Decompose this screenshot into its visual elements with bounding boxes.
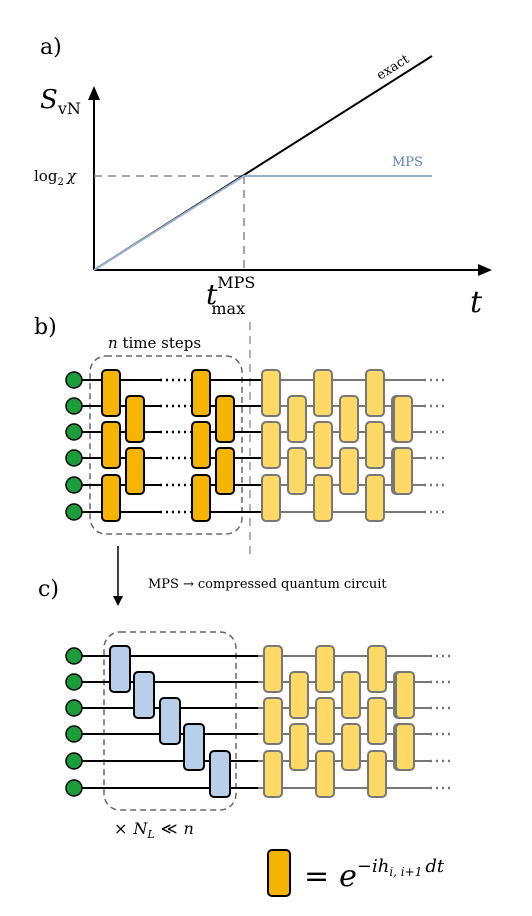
gate-light: [263, 697, 283, 745]
gate-light: [367, 750, 387, 798]
gate-light: [341, 723, 361, 771]
gate-dark: [101, 474, 121, 522]
gate-dark: [191, 369, 211, 417]
mps-label: MPS: [392, 155, 423, 170]
legend-equation: = e−ihi, i+1 dt: [304, 856, 445, 894]
gate-light: [367, 697, 387, 745]
gate-light: [341, 671, 361, 719]
qubit-dot: [65, 779, 83, 797]
gate-blue: [159, 697, 181, 745]
gate-light: [315, 645, 335, 693]
gate-light: [367, 645, 387, 693]
gate-light: [339, 447, 359, 495]
qubit-dot: [65, 449, 83, 467]
gate-light: [263, 645, 283, 693]
nl-label: × NL ≪ n: [114, 819, 194, 841]
tmax-label: tMPS max: [206, 273, 255, 318]
gate-light: [393, 395, 413, 443]
gate-dark: [101, 369, 121, 417]
gate-light: [313, 369, 333, 417]
panel-b-label: b): [34, 315, 57, 340]
gate-light: [263, 750, 283, 798]
qubit-dot: [65, 476, 83, 494]
gate-light: [313, 474, 333, 522]
gate-light: [261, 474, 281, 522]
x-axis-arrow: [478, 264, 492, 276]
y-axis-arrow: [88, 86, 100, 100]
qubit-dot: [65, 423, 83, 441]
panel-a-label: a): [40, 35, 62, 60]
log-chi-label: log2 χ: [34, 167, 77, 188]
gate-light: [365, 369, 385, 417]
gate-blue: [109, 645, 131, 693]
gate-blue: [183, 723, 205, 771]
plot-axes: [88, 86, 492, 276]
gate-dark: [125, 395, 145, 443]
gate-light: [289, 723, 309, 771]
gate-light: [287, 395, 307, 443]
gate-light: [261, 421, 281, 469]
mps-line: [93, 175, 432, 271]
gate-light: [395, 723, 415, 771]
legend-gate: [267, 849, 291, 897]
qubit-dot: [65, 699, 83, 717]
gate-light: [339, 395, 359, 443]
qubit-dot: [65, 725, 83, 743]
time-steps-box: [89, 355, 243, 535]
gate-light: [395, 671, 415, 719]
exact-label: exact: [374, 52, 413, 84]
gate-light: [287, 447, 307, 495]
panel-c-label: c): [38, 577, 59, 602]
gate-light: [393, 447, 413, 495]
gate-light: [365, 421, 385, 469]
gate-blue: [209, 750, 231, 798]
qubit-dot: [65, 752, 83, 770]
compression-caption: MPS → compressed quantum circuit: [148, 577, 387, 592]
gate-light: [315, 697, 335, 745]
gate-light: [261, 369, 281, 417]
gate-dark: [125, 447, 145, 495]
gate-dark: [101, 421, 121, 469]
nl-box: [103, 631, 237, 811]
gate-light: [365, 474, 385, 522]
qubit-dot: [65, 647, 83, 665]
circuit-b: [65, 355, 446, 535]
gate-light: [289, 671, 309, 719]
qubit-dot: [65, 503, 83, 521]
qubit-dot: [65, 397, 83, 415]
gate-dark: [215, 395, 235, 443]
y-axis-label: SvN: [40, 85, 81, 118]
time-steps-label: n time steps: [108, 334, 201, 352]
compression-arrow-head: [113, 596, 123, 606]
x-axis-label: t: [470, 285, 483, 320]
circuit-c: [65, 631, 452, 811]
gate-dark: [215, 447, 235, 495]
gate-light: [313, 421, 333, 469]
qubit-dot: [65, 673, 83, 691]
gate-light: [315, 750, 335, 798]
gate-dark: [191, 474, 211, 522]
gate-dark: [191, 421, 211, 469]
gate-blue: [133, 671, 155, 719]
qubit-dot: [65, 371, 83, 389]
